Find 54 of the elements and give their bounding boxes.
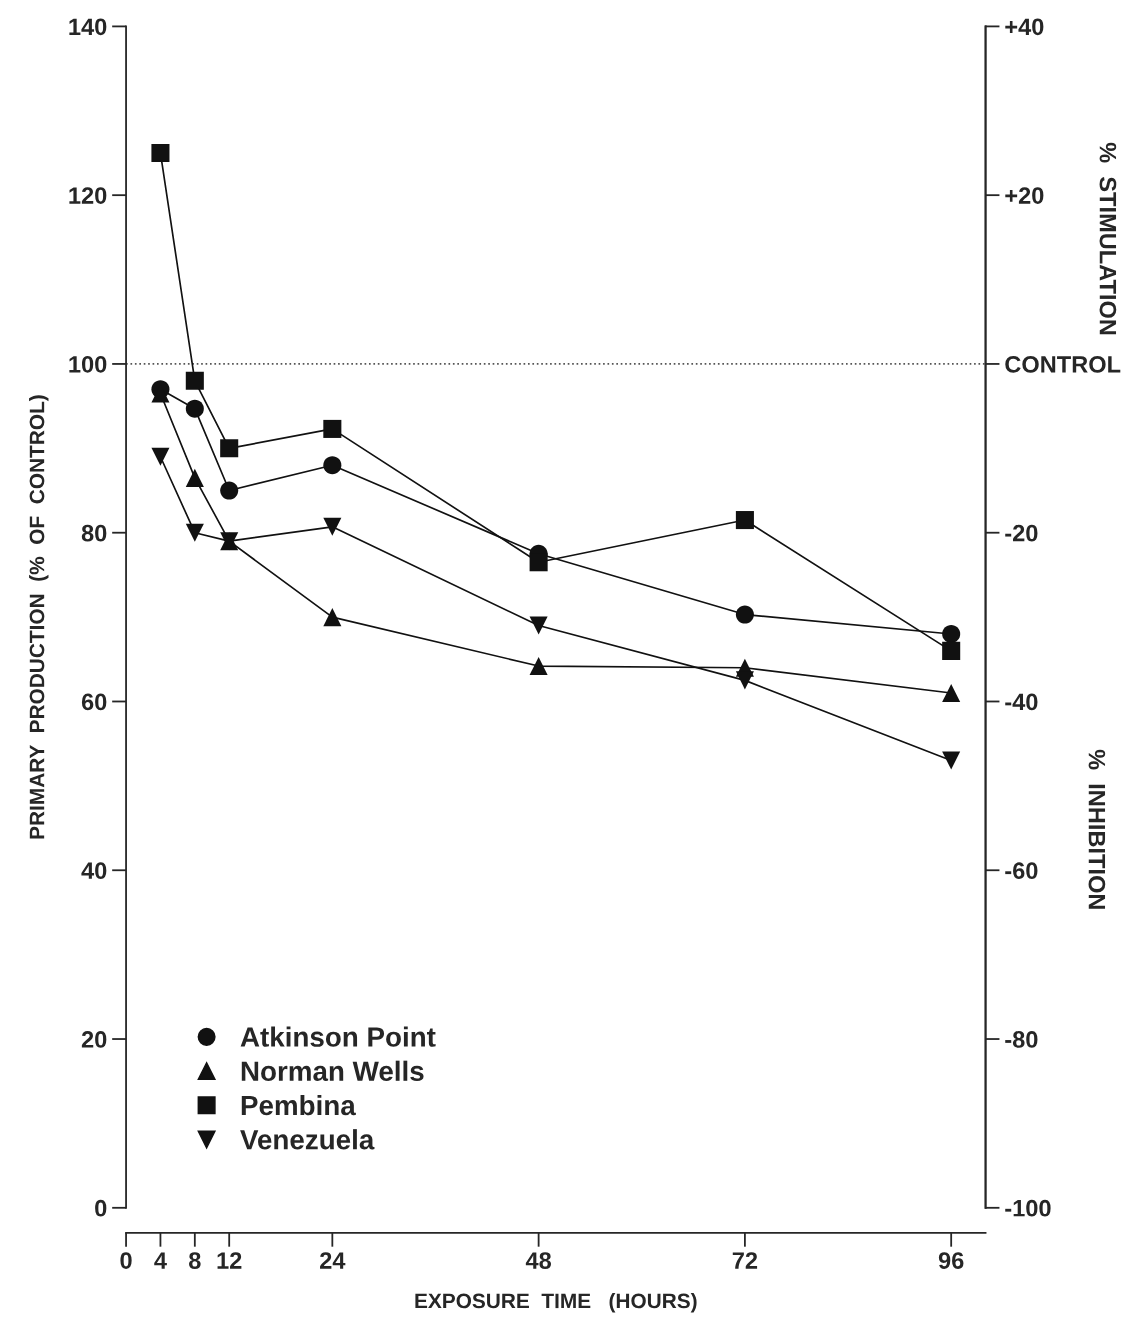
text: % STIMULATION (1099, 142, 1117, 335)
point (735, 605, 754, 624)
y2-tick-label: +40 (1005, 18, 1044, 36)
y-tick-label: 20 (81, 1031, 107, 1048)
x-axis-title: EXPOSURE TIME (HOURS) (415, 1293, 697, 1313)
x-tick-label: 96 (938, 1252, 964, 1269)
y-tick-label: 40 (81, 862, 107, 880)
y2-tick-label: -100 (1005, 1199, 1051, 1217)
x-tick-label: 0 (120, 1252, 132, 1269)
point (942, 641, 961, 660)
point (185, 371, 204, 390)
point (735, 511, 754, 530)
y-tick-label: 140 (69, 18, 107, 36)
point (185, 468, 204, 487)
point (323, 608, 342, 627)
point (529, 553, 548, 572)
point (323, 456, 342, 475)
x-tick-label: 24 (320, 1252, 346, 1269)
point (185, 399, 204, 418)
point (323, 419, 342, 438)
point (942, 751, 961, 770)
x-tick-label: 8 (189, 1252, 201, 1269)
point (220, 439, 239, 458)
point (151, 143, 170, 163)
x-tick-label: 72 (732, 1252, 758, 1269)
point (735, 671, 754, 690)
y2-tick-label: -20 (1005, 524, 1038, 542)
y-tick-label: 100 (69, 356, 107, 373)
y2-tick-label: -60 (1005, 862, 1038, 880)
point (942, 624, 961, 644)
point (151, 447, 170, 466)
legend-label: Norman Wells (241, 1060, 424, 1082)
y-axis-title: PRIMARY PRODUCTION (% OF CONTROL) (29, 395, 49, 839)
x-tick-label: 12 (217, 1252, 242, 1269)
y-tick-label: 80 (81, 524, 107, 542)
point (220, 481, 239, 500)
y2-axis-title: % INHIBITION (1088, 749, 1106, 909)
x-tick-label: 4 (154, 1252, 167, 1269)
y2-tick-label: +20 (1005, 187, 1044, 204)
point (529, 616, 548, 635)
point (185, 523, 204, 542)
y2-tick-label: -80 (1005, 1031, 1038, 1048)
point (942, 684, 961, 703)
point (529, 657, 548, 676)
y2-tick-label: -40 (1005, 693, 1038, 711)
y2-tick-label: CONTROL (1005, 356, 1121, 373)
legend-label: Venezuela (240, 1129, 375, 1150)
y-tick-label: 0 (95, 1199, 107, 1217)
legend-label: Pembina (241, 1094, 356, 1116)
y-tick-label: 120 (69, 187, 107, 204)
point (323, 517, 342, 536)
y-tick-label: 60 (81, 693, 107, 711)
legend-label: Atkinson Point (240, 1026, 436, 1047)
x-tick-label: 48 (525, 1252, 552, 1269)
